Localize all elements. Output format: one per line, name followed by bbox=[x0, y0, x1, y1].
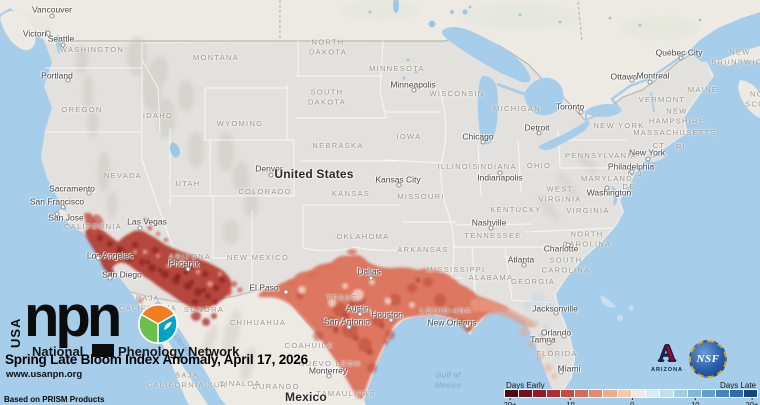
gulf-st-lawrence bbox=[688, 12, 760, 62]
legend-color-step bbox=[603, 390, 617, 397]
legend-color-step bbox=[730, 390, 744, 397]
small-lakes bbox=[169, 0, 702, 371]
legend-color-step bbox=[701, 390, 715, 397]
legend-tick: 0 bbox=[630, 398, 635, 405]
anomaly-florida-speckle bbox=[519, 319, 563, 379]
legend-tick: 10 bbox=[566, 398, 575, 405]
legend-color-step bbox=[673, 390, 687, 397]
nsf-logo-label: NSF bbox=[696, 353, 720, 365]
legend-color-step bbox=[533, 390, 547, 397]
legend-tick: 20+ bbox=[745, 398, 759, 405]
long-island bbox=[650, 154, 668, 162]
legend-tick: 20+ bbox=[503, 398, 517, 405]
legend-color-step bbox=[687, 390, 701, 397]
nova-scotia-land bbox=[738, 80, 760, 118]
conus-region bbox=[40, 33, 712, 398]
legend-color-step bbox=[589, 390, 603, 397]
arizona-a-icon: A bbox=[658, 341, 676, 367]
legend-color-step bbox=[659, 390, 673, 397]
arizona-logo-label: ARIZONA bbox=[650, 367, 684, 373]
legend-color-step bbox=[645, 390, 659, 397]
legend-color-step bbox=[744, 390, 758, 397]
legend-color-step bbox=[617, 390, 631, 397]
legend-color-step bbox=[505, 390, 519, 397]
puget-sound bbox=[55, 34, 61, 55]
anomaly-layer-texas bbox=[258, 249, 563, 399]
legend-color-step bbox=[547, 390, 561, 397]
university-of-arizona-logo: A ARIZONA bbox=[648, 341, 686, 374]
legend-late-label: Days Late bbox=[719, 381, 756, 390]
st-lawrence-river bbox=[610, 50, 689, 112]
legend-color-step bbox=[575, 390, 589, 397]
anomaly-legend: Days Early Days Late 20+ 10 0 10 20+ bbox=[503, 381, 759, 405]
legend-color-step bbox=[715, 390, 729, 397]
legend-early-label: Days Early bbox=[506, 381, 545, 390]
anomaly-layer-southwest bbox=[84, 212, 243, 342]
vancouver-island bbox=[0, 11, 36, 51]
pacific-ocean bbox=[0, 8, 189, 405]
chesapeake-bay bbox=[611, 186, 618, 206]
atlantic-gulf-ocean bbox=[364, 60, 760, 405]
legend-color-step bbox=[631, 390, 645, 397]
legend-color-step bbox=[519, 390, 533, 397]
legend-color-bar bbox=[504, 389, 758, 398]
legend-tick-row: 20+ 10 0 10 20+ bbox=[503, 398, 759, 405]
legend-color-step bbox=[561, 390, 575, 397]
bahamas-banks bbox=[600, 295, 634, 321]
nsf-logo: NSF bbox=[689, 340, 727, 378]
legend-tick: 10 bbox=[691, 398, 700, 405]
great-lakes bbox=[442, 27, 655, 151]
